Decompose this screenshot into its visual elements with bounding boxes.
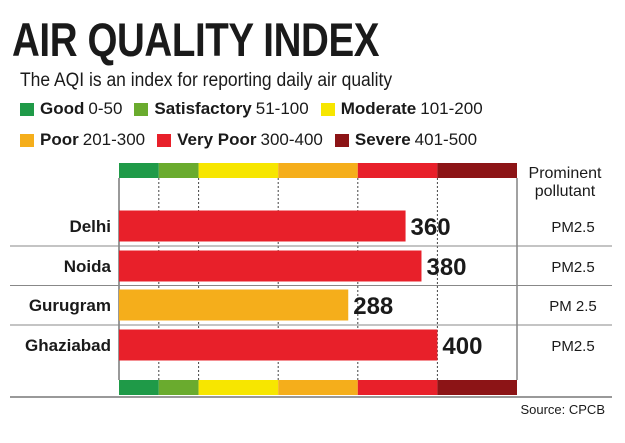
legend-range-good: 0-50: [88, 99, 123, 118]
bar-delhi: [119, 210, 406, 242]
scale-band-top-1: [158, 163, 199, 178]
bar-noida: [119, 250, 422, 282]
pollutant-header-line-2: pollutant: [535, 183, 596, 200]
source-note: Source: CPCB: [520, 402, 605, 417]
scale-band-top-4: [357, 163, 438, 178]
legend-item-moderate: Moderate 101-200: [320, 99, 483, 119]
legend-item-satisfactory: Satisfactory 51-100: [134, 99, 309, 119]
bar-ghaziabad: [119, 329, 438, 361]
legend-swatch-moderate: [320, 102, 335, 116]
legend-swatch-severe: [334, 133, 349, 147]
legend-swatch-poor: [20, 133, 34, 147]
legend-item-severe: Severe 401-500: [334, 130, 478, 150]
legend-item-poor: Poor 201-300: [20, 130, 145, 150]
legend-item-good: Good 0-50: [20, 99, 122, 119]
scale-band-bottom-2: [198, 380, 279, 395]
pollutant-gurugram: PM 2.5: [549, 298, 597, 315]
pollutant-ghaziabad: PM2.5: [551, 338, 594, 355]
scale-band-top-3: [278, 163, 358, 178]
scale-band-bottom-4: [357, 380, 438, 395]
value-label-gurugram: 288: [353, 293, 393, 320]
legend-row-1: Good 0-50 Satisfactory 51-100 Moderate 1…: [20, 99, 495, 119]
value-label-noida: 380: [426, 254, 466, 281]
pollutant-header-line-1: Prominent: [529, 165, 602, 182]
legend-row-2: Poor 201-300 Very Poor 300-400 Severe 40…: [20, 130, 489, 150]
legend-name-poor: Poor: [40, 130, 79, 149]
legend-range-severe: 401-500: [414, 130, 478, 149]
value-label-ghaziabad: 400: [442, 333, 482, 360]
category-label-ghaziabad: Ghaziabad: [25, 336, 111, 355]
legend-item-very-poor: Very Poor 300-400: [157, 130, 323, 150]
scale-band-top-0: [119, 163, 159, 178]
bar-gurugram: [119, 289, 349, 321]
scale-band-top-2: [198, 163, 279, 178]
legend-name-severe: Severe: [354, 130, 411, 149]
legend-range-moderate: 101-200: [420, 99, 483, 118]
category-label-delhi: Delhi: [69, 217, 111, 236]
scale-band-bottom-1: [158, 380, 199, 395]
scale-band-bottom-5: [437, 380, 517, 395]
scale-band-bottom-0: [119, 380, 159, 395]
legend-range-poor: 201-300: [82, 130, 146, 149]
scale-band-bottom-3: [278, 380, 358, 395]
legend-name-moderate: Moderate: [340, 99, 417, 118]
legend-name-good: Good: [40, 99, 85, 118]
pollutant-delhi: PM2.5: [551, 219, 594, 236]
category-label-gurugram: Gurugram: [29, 296, 111, 315]
scale-band-top-5: [437, 163, 517, 178]
category-label-noida: Noida: [64, 257, 112, 276]
legend-swatch-very-poor: [157, 133, 172, 147]
chart-title: AIR QUALITY INDEX: [12, 13, 380, 66]
legend-swatch-satisfactory: [134, 102, 149, 116]
legend-range-very-poor: 300-400: [260, 130, 323, 149]
legend-range-satisfactory: 51-100: [255, 99, 309, 118]
value-label-delhi: 360: [411, 214, 451, 241]
legend-name-satisfactory: Satisfactory: [154, 99, 252, 118]
legend-swatch-good: [20, 102, 34, 116]
chart-subtitle: The AQI is an index for reporting daily …: [20, 70, 393, 91]
pollutant-noida: PM2.5: [551, 259, 594, 276]
legend-name-very-poor: Very Poor: [177, 130, 257, 149]
